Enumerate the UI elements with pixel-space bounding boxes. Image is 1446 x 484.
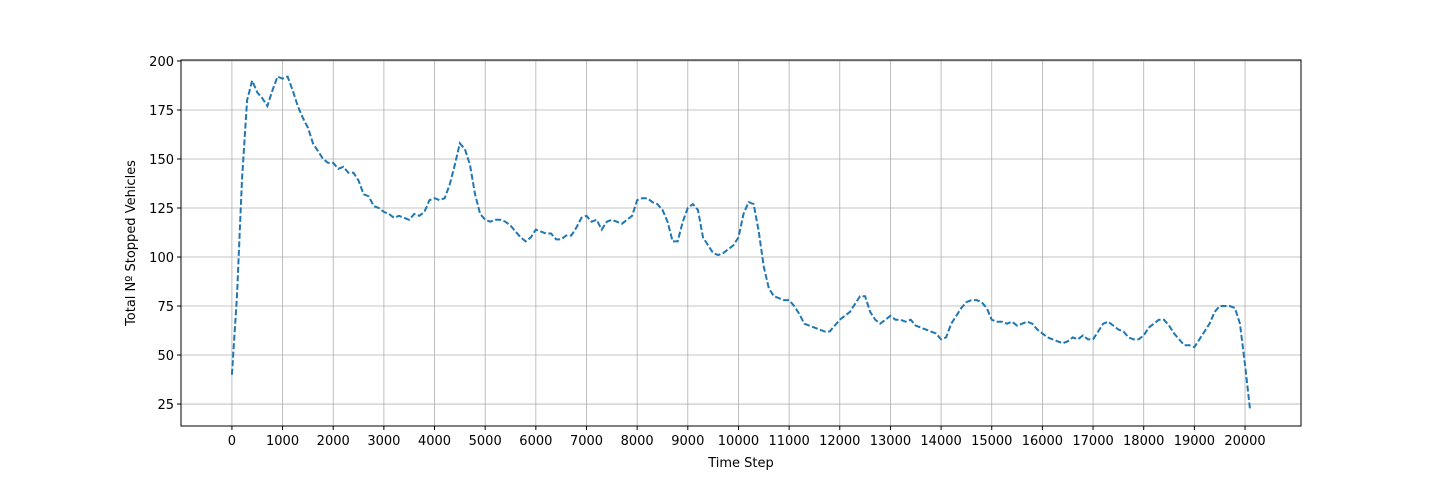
x-tick-label: 10000 <box>718 434 759 449</box>
x-tick-label: 8000 <box>621 434 654 449</box>
x-tick-label: 3000 <box>367 434 400 449</box>
data-line <box>230 75 1252 411</box>
x-tick-label: 4000 <box>418 434 451 449</box>
x-tick-label: 5000 <box>469 434 502 449</box>
x-tick-label: 15000 <box>971 434 1012 449</box>
y-tick-label: 150 <box>149 153 174 168</box>
x-tick-label: 14000 <box>920 434 961 449</box>
x-tick-label: 0 <box>228 434 236 449</box>
x-tick-label: 17000 <box>1072 434 1113 449</box>
x-tick-label: 2000 <box>317 434 350 449</box>
y-axis-label: Total Nº Stopped Vehicles <box>124 160 139 327</box>
x-tick-label: 20000 <box>1224 434 1265 449</box>
y-tick-label: 200 <box>149 55 174 70</box>
y-tick-label: 100 <box>149 251 174 266</box>
y-tick-label: 75 <box>157 300 174 315</box>
y-tick-label: 125 <box>149 202 174 217</box>
x-tick-label: 19000 <box>1174 434 1215 449</box>
y-tick-label: 50 <box>157 349 174 364</box>
x-tick-label: 13000 <box>870 434 911 449</box>
y-tick-label: 25 <box>157 398 174 413</box>
x-axis-label: Time Step <box>707 456 774 471</box>
x-tick-label: 7000 <box>570 434 603 449</box>
x-tick-label: 16000 <box>1022 434 1063 449</box>
x-tick-label: 6000 <box>519 434 552 449</box>
x-tick-label: 12000 <box>819 434 860 449</box>
x-tick-label: 11000 <box>768 434 809 449</box>
x-tick-label: 1000 <box>266 434 299 449</box>
y-tick-label: 175 <box>149 104 174 119</box>
x-tick-label: 9000 <box>671 434 704 449</box>
plot-frame <box>180 59 1302 427</box>
x-tick-label: 18000 <box>1123 434 1164 449</box>
